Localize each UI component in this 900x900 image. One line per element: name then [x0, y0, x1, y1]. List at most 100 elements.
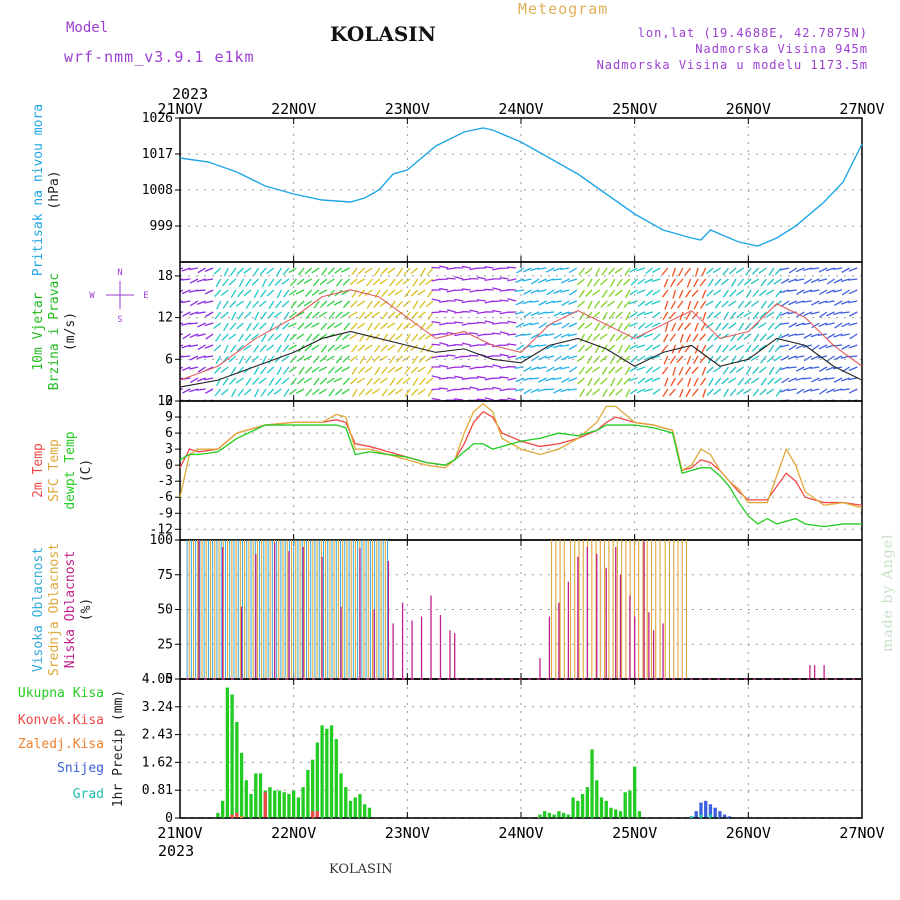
precip-bar: [727, 816, 732, 818]
meteogram-label: Meteogram: [518, 0, 609, 18]
precip-bar: [604, 800, 608, 818]
footer-station-label: KOLASIN: [329, 862, 393, 877]
day-label-top: 26NOV: [726, 100, 771, 118]
model-elevation-label: Nadmorska Visina u modelu 1173.5m: [596, 58, 868, 72]
precip-bar: [235, 816, 239, 818]
precip-bar: [315, 742, 320, 818]
precip-bar: [320, 725, 324, 818]
y-tick-label: 2.43: [142, 728, 173, 743]
pressure-series: [179, 127, 863, 247]
y-tick-label: 12: [157, 311, 173, 326]
precip-bar: [538, 814, 542, 818]
precip-bar: [561, 812, 566, 818]
precip-bar: [614, 809, 618, 818]
day-label-bottom: 21NOV: [157, 824, 202, 842]
wind-gust-series: [179, 289, 863, 381]
precip-bar: [566, 814, 571, 818]
precip-bar: [310, 759, 315, 818]
compass-e: E: [143, 291, 148, 301]
precip-bar: [225, 687, 230, 818]
axis-label: (C): [79, 459, 94, 482]
precip-series: Ukupna Kisa Konvek.Kisa Zaledj.Kisa Snijeg G…: [18, 678, 862, 819]
compass-rose: N E S W: [89, 268, 148, 325]
day-label-bottom: 23NOV: [385, 824, 430, 842]
precip-bar: [585, 787, 589, 818]
precip-bar: [239, 752, 244, 818]
y-tick-label: 3: [165, 442, 173, 457]
day-label-top: 23NOV: [385, 100, 430, 118]
y-tick-label: 1026: [142, 111, 173, 126]
precip-bar: [239, 816, 244, 818]
precip-bar: [552, 814, 556, 818]
axis-label: SFC Temp: [47, 439, 62, 502]
panel-frame: [179, 261, 863, 402]
temp-series-2: [179, 424, 862, 528]
precip-bar: [557, 811, 561, 818]
y-tick-label: 6: [165, 352, 173, 367]
precip-bar: [292, 790, 296, 818]
y-tick-label: -3: [157, 474, 173, 489]
precip-legend-1: Konvek.Kisa: [18, 713, 104, 728]
day-label-top: 21NOV: [157, 100, 202, 118]
precip-bar: [277, 790, 282, 818]
cloud-series: [180, 540, 862, 680]
precip-bar: [329, 725, 334, 818]
precip-bar: [576, 800, 580, 818]
compass-n: N: [117, 268, 122, 278]
day-label-bottom: 25NOV: [612, 824, 657, 842]
precip-bar: [699, 814, 703, 818]
precip-bar: [310, 811, 315, 818]
precip-bar: [263, 792, 267, 818]
y-tick-label: 0: [165, 458, 173, 473]
precip-bar: [249, 793, 253, 818]
axis-label: Srednja Oblacnost: [47, 543, 62, 676]
precip-bar: [315, 811, 320, 818]
y-tick-label: 1017: [142, 147, 173, 162]
wind-direction-field: [180, 265, 858, 401]
precip-bar: [235, 812, 239, 818]
precip-bar: [590, 749, 594, 818]
precip-bar: [244, 780, 248, 818]
model-name: wrf-nmm_v3.9.1 e1km: [64, 48, 255, 66]
axis-label: (hPa): [47, 170, 62, 209]
y-tick-label: -6: [157, 490, 173, 505]
y-tick-label: 4.05: [142, 672, 173, 687]
y-tick-label: 18: [157, 269, 173, 284]
precip-bar: [713, 807, 717, 818]
axis-label: (m/s): [63, 312, 78, 351]
precip-bar: [623, 792, 627, 818]
axis-label: (%): [79, 598, 94, 621]
precip-bar: [609, 807, 613, 818]
y-tick-label: 1.62: [142, 755, 173, 770]
precip-bar: [595, 780, 599, 818]
precip-bar: [282, 792, 286, 818]
year-label-bottom: 2023: [158, 842, 194, 860]
y-tick-label: 25: [157, 637, 173, 652]
axis-label: Brzina i Pravac: [47, 273, 62, 390]
day-label-top: 25NOV: [612, 100, 657, 118]
panel-frame: [179, 539, 863, 680]
y-tick-label: 100: [150, 533, 173, 548]
y-tick-label: 0: [165, 672, 173, 687]
day-label-bottom: 24NOV: [498, 824, 543, 842]
axis-label: 10m Vjetar: [31, 292, 46, 370]
precip-bar: [353, 797, 357, 818]
precip-bar: [296, 797, 301, 818]
wind-speed-series: [179, 330, 863, 388]
precip-legend-2: Zaledj.Kisa: [18, 737, 104, 752]
temp-series-0: [179, 410, 863, 506]
precip-bar: [230, 814, 234, 818]
precip-bar: [363, 804, 367, 818]
panel-frame: [179, 400, 863, 541]
precip-bar: [268, 787, 272, 818]
station-title: KOLASIN: [330, 22, 436, 46]
precip-bar: [287, 793, 291, 818]
y-tick-label: 0: [165, 394, 173, 409]
y-tick-label: 0: [165, 811, 173, 826]
day-label-top: 24NOV: [498, 100, 543, 118]
precip-legend-3: Snijeg: [57, 761, 104, 776]
time-axis: 21NOV 21NOV 22NOV 22NOV 23NOV 23NOV 24NOV 24NOV…: [157, 85, 884, 860]
precip-bar: [254, 773, 258, 818]
